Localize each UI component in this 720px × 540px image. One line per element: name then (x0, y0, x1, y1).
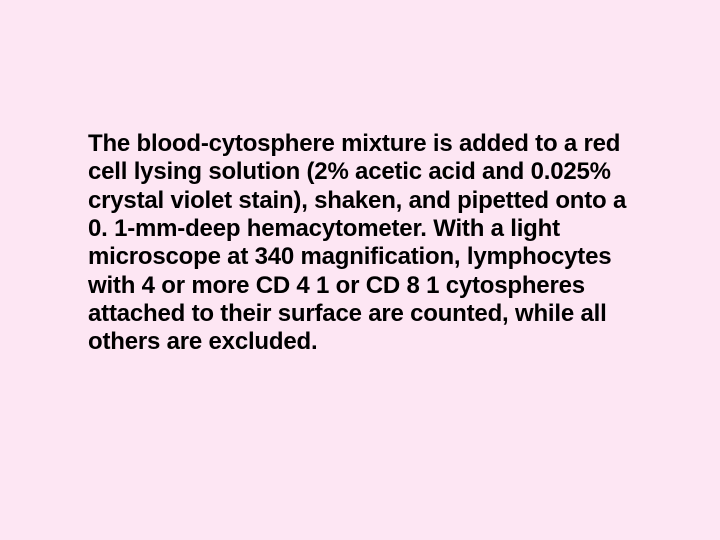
slide-container: The blood-cytosphere mixture is added to… (0, 0, 720, 540)
body-paragraph: The blood-cytosphere mixture is added to… (88, 130, 636, 357)
